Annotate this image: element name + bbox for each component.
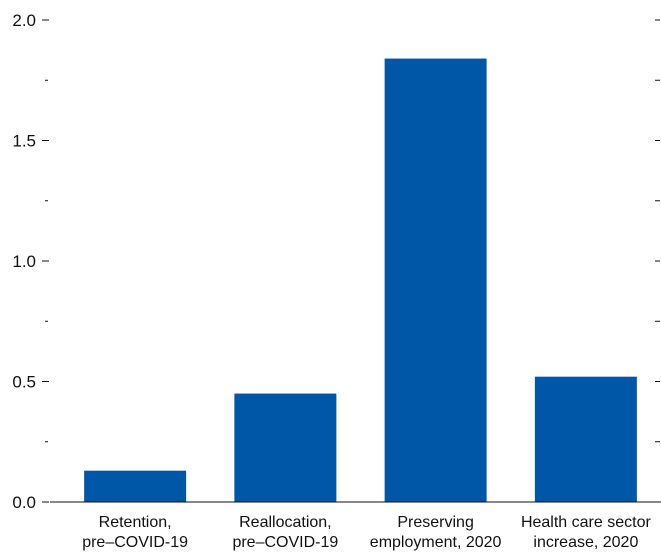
y-tick-label: 1.5 — [12, 132, 36, 151]
x-category-label: pre–COVID-19 — [82, 534, 188, 551]
bar — [384, 58, 487, 503]
x-category-label: employment, 2020 — [370, 534, 502, 551]
x-category-label: Preserving — [397, 514, 473, 531]
y-axis: 0.0 0.5 1.0 1.5 2.0 — [12, 11, 49, 512]
y-tick-label: 0.0 — [12, 493, 36, 512]
x-category-label: pre–COVID-19 — [232, 534, 338, 551]
x-category-label: Retention, — [99, 514, 172, 531]
bar — [534, 376, 637, 502]
y-tick-label: 0.5 — [12, 373, 36, 392]
x-axis-labels: Retention, pre–COVID-19 Reallocation, pre–C… — [82, 514, 651, 551]
x-category-label: Reallocation, — [239, 514, 332, 531]
bar — [84, 470, 187, 502]
x-category-label: increase, 2020 — [533, 534, 638, 551]
y-tick-label: 2.0 — [12, 11, 36, 30]
bar — [234, 393, 337, 502]
right-axis-ticks — [655, 19, 660, 503]
y-tick-label: 1.0 — [12, 252, 36, 271]
x-category-label: Health care sector — [521, 514, 652, 531]
bars — [84, 58, 637, 503]
